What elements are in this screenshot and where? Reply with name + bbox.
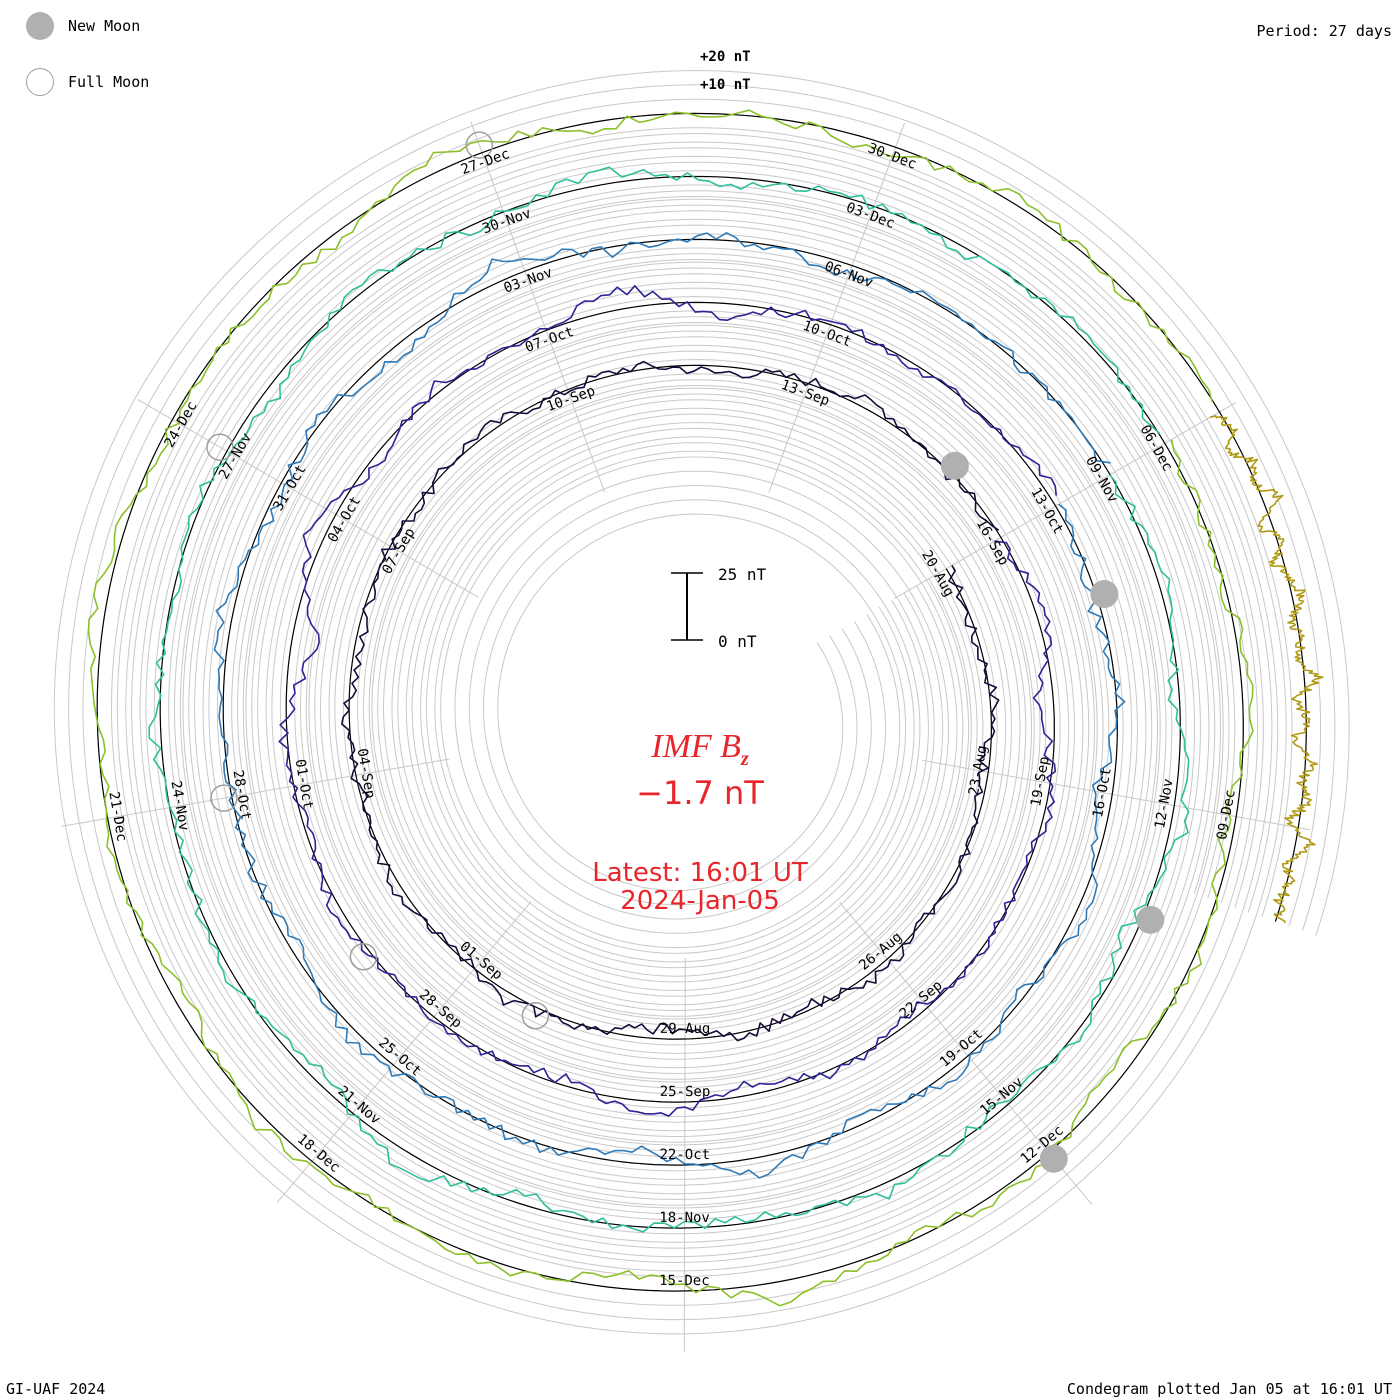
- date-label: 30-Dec: [866, 140, 919, 172]
- series-line: [213, 232, 1126, 1179]
- grid-spiral: [182, 198, 1222, 1206]
- date-label: 29-Aug: [660, 1021, 711, 1037]
- full-moon-marker: [465, 131, 494, 159]
- grid-spiral: [68, 84, 1336, 1321]
- new-moon-marker: [940, 451, 969, 480]
- period-label: Period: 27 days: [1256, 22, 1392, 40]
- date-label: 22-Oct: [659, 1147, 710, 1163]
- date-spoke: [61, 758, 450, 827]
- grid-spiral: [139, 155, 1264, 1249]
- date-label: 15-Nov: [977, 1074, 1026, 1119]
- date-label: 06-Nov: [822, 259, 875, 291]
- legend-full-moon-label: Full Moon: [68, 73, 150, 91]
- legend-new-moon-label: New Moon: [68, 17, 141, 35]
- footer-plot-time: Condegram plotted Jan 05 at 16:01 UT: [1066, 1380, 1392, 1398]
- full-moon-marker: [210, 784, 238, 812]
- date-label: 22-Sep: [897, 977, 946, 1022]
- date-label: 10-Oct: [801, 318, 854, 350]
- grid-spiral: [110, 127, 1293, 1278]
- moon-markers: [206, 131, 1165, 1173]
- zero-baseline-spiral: [96, 112, 1307, 1292]
- series-line: [87, 109, 1254, 1307]
- full-moon-marker: [349, 943, 378, 971]
- series-line: [148, 166, 1190, 1233]
- date-spoke: [276, 901, 532, 1203]
- grid-spiral: [153, 170, 1250, 1235]
- date-label: 19-Oct: [937, 1026, 986, 1071]
- date-spoke: [922, 759, 1311, 831]
- date-label: 18-Dec: [294, 1131, 343, 1176]
- series-line: [278, 285, 1058, 1117]
- full-moon-marker: [206, 433, 234, 461]
- date-spoke: [768, 122, 905, 493]
- new-moon-marker: [1136, 905, 1165, 934]
- series-line: [1209, 415, 1324, 924]
- reference-labels: +20 nT +10 nT: [700, 49, 751, 93]
- latest-time: Latest: 16:01 UT: [592, 858, 808, 888]
- scale-top-label: 25 nT: [718, 565, 767, 584]
- date-label: 25-Sep: [660, 1084, 711, 1100]
- latest-date: 2024-Jan-05: [620, 886, 780, 916]
- date-label: 26-Aug: [856, 929, 905, 974]
- date-label: 13-Sep: [779, 377, 832, 409]
- series-layer: [87, 109, 1324, 1307]
- series-line: [341, 360, 1000, 1042]
- scale-bottom-label: 0 nT: [718, 632, 757, 651]
- current-value: −1.7 nT: [636, 774, 764, 812]
- ref-label-20: +20 nT: [700, 49, 751, 65]
- parameter-title: IMF Bz: [0, 728, 1400, 771]
- date-spoke: [470, 121, 606, 493]
- legend-new-moon: New Moon: [26, 12, 140, 40]
- date-spoke: [893, 402, 1237, 600]
- grid-spiral: [125, 141, 1279, 1263]
- new-moon-marker: [1039, 1144, 1068, 1173]
- date-spoke: [683, 957, 686, 1352]
- date-label: 15-Dec: [659, 1273, 710, 1289]
- parameter-subscript: z: [740, 747, 749, 770]
- full-moon-icon: [26, 68, 54, 96]
- baseline-spiral: [96, 112, 1307, 1292]
- date-label: 03-Dec: [844, 200, 897, 232]
- footer-credit: GI-UAF 2024: [6, 1380, 106, 1398]
- grid-spiral: [82, 98, 1321, 1306]
- scale-bar: 25 nT 0 nT: [671, 565, 767, 651]
- legend-full-moon: Full Moon: [26, 68, 149, 96]
- date-label: 27-Nov: [216, 430, 255, 482]
- full-moon-marker: [521, 1002, 550, 1030]
- date-label: 18-Nov: [659, 1210, 710, 1226]
- grid-spiral: [53, 70, 1350, 1335]
- new-moon-icon: [26, 12, 54, 40]
- new-moon-marker: [1090, 580, 1119, 609]
- date-spoke: [137, 399, 479, 598]
- grid-layer: [53, 70, 1350, 1335]
- parameter-name: IMF B: [651, 728, 741, 765]
- date-label: 24-Dec: [161, 399, 200, 451]
- ref-label-10: +10 nT: [700, 77, 751, 93]
